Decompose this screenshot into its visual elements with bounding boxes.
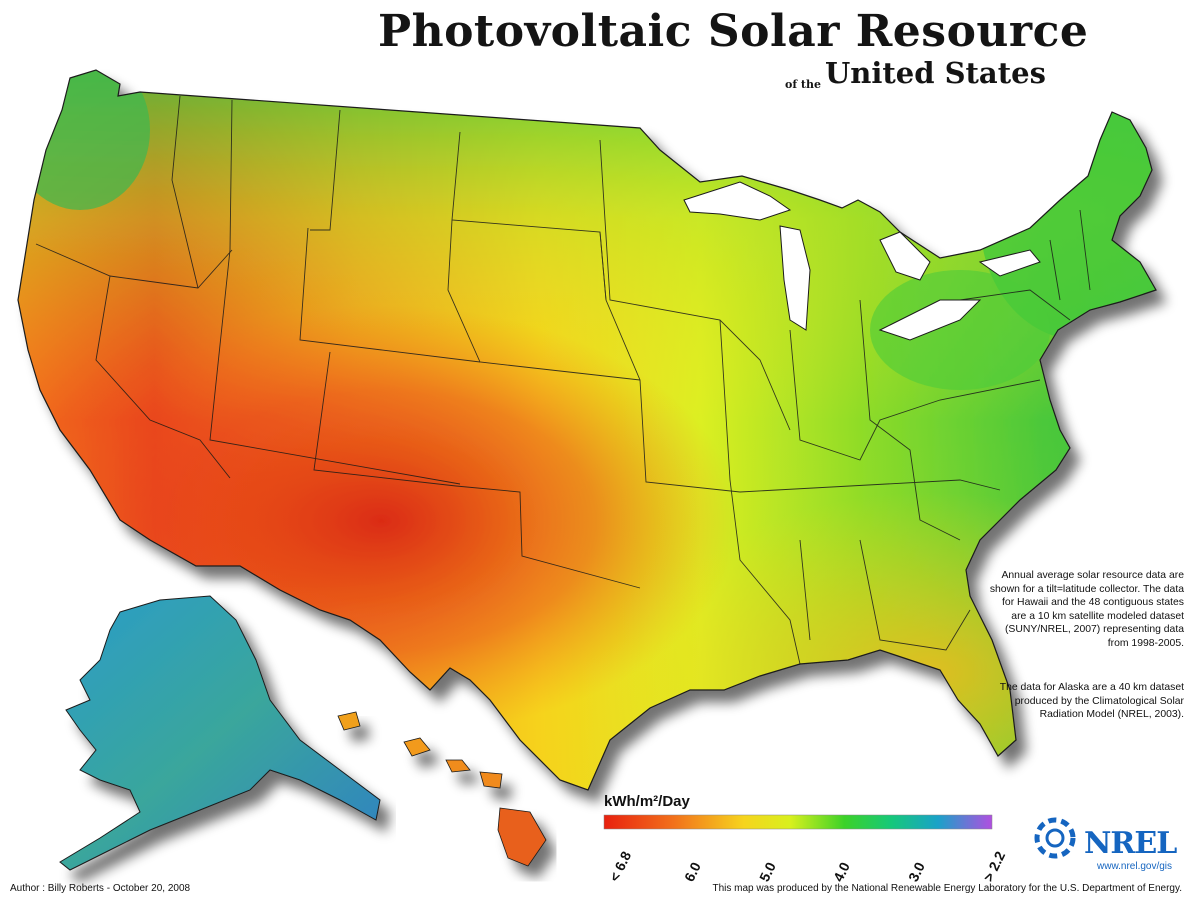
page-subtitle: of the United States — [785, 56, 1046, 90]
lake-huron — [879, 231, 931, 281]
legend-color-bar — [603, 814, 993, 830]
nrel-url[interactable]: www.nrel.gov/gis — [1097, 861, 1173, 872]
subtitle-small: of the — [785, 78, 821, 91]
hawaii — [337, 711, 547, 867]
producer-credit: This map was produced by the National Re… — [712, 883, 1182, 894]
lake-superior — [683, 181, 792, 221]
lake-ontario — [978, 249, 1041, 277]
subtitle-main: United States — [824, 56, 1046, 90]
alaska — [59, 595, 381, 871]
author-credit: Author : Billy Roberts - October 20, 200… — [10, 883, 191, 894]
nrel-logo-text: NREL — [1084, 826, 1177, 861]
nrel-logo-mark — [1034, 817, 1076, 859]
legend — [603, 814, 993, 830]
description-alaska: The data for Alaska are a 40 km dataset … — [999, 682, 1184, 721]
lake-erie — [878, 299, 982, 341]
description-contiguous: Annual average solar resource data are s… — [989, 570, 1184, 649]
page-title: Photovoltaic Solar Resource — [378, 6, 1089, 57]
legend-unit: kWh/m²/Day — [604, 793, 690, 810]
lake-michigan — [779, 225, 811, 331]
